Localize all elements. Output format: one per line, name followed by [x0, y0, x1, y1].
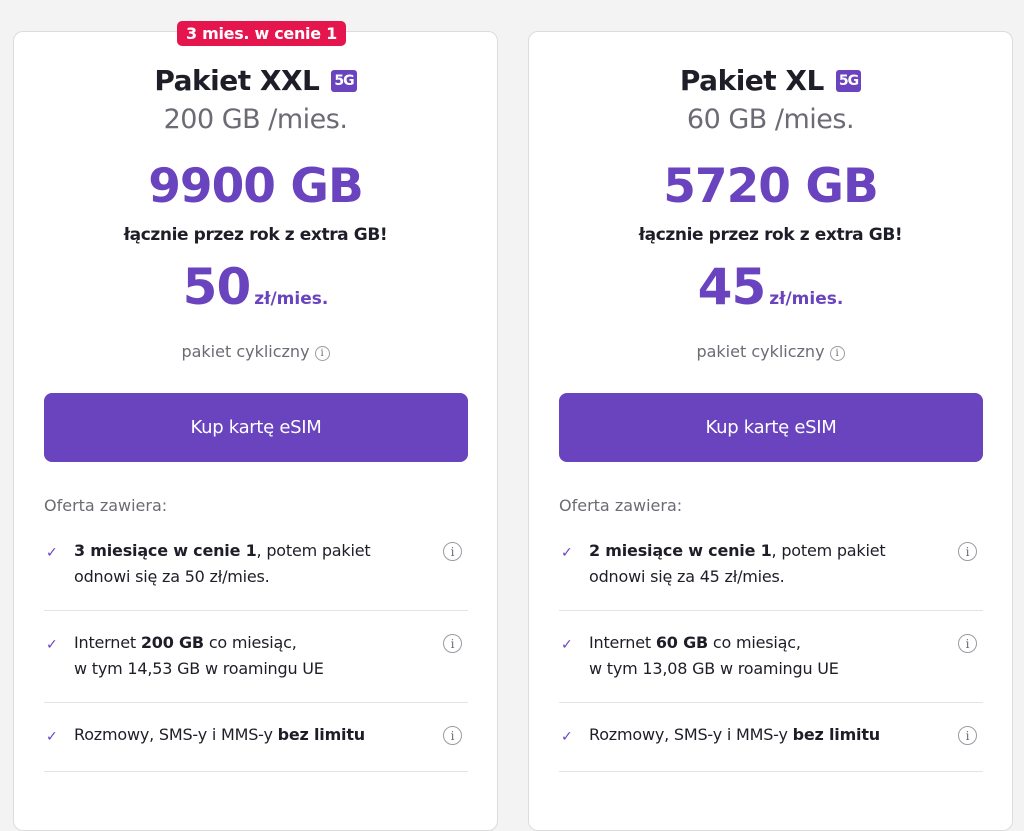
plan-card: Pakiet XL 5G 60 GB /mies. 5720 GB łącznie pr…	[528, 31, 1013, 831]
check-icon: ✓	[561, 637, 573, 653]
price-value: 50	[182, 258, 252, 316]
feature-text-part: Internet	[74, 633, 141, 652]
feature-text-part: bez limitu	[792, 725, 881, 744]
feature-text-part: Rozmowy, SMS-y i MMS-y	[74, 725, 278, 744]
feature-text: 2 miesiące w cenie 1, potem pakiet odnow…	[589, 541, 886, 586]
feature-text: 3 miesiące w cenie 1, potem pakiet odnow…	[74, 541, 371, 586]
info-icon[interactable]: i	[443, 634, 462, 653]
plan-name: Pakiet XL	[679, 64, 824, 97]
feature-text-part: Rozmowy, SMS-y i MMS-y	[589, 725, 793, 744]
feature-item: ✓ 3 miesiące w cenie 1, potem pakiet odno…	[44, 528, 468, 611]
feature-item: ✓ Internet 60 GB co miesiąc, w tym 13,08 …	[559, 611, 983, 703]
feature-text: Internet 60 GB co miesiąc, w tym 13,08 G…	[589, 633, 839, 678]
check-icon: ✓	[561, 545, 573, 561]
feature-text: Internet 200 GB co miesiąc, w tym 14,53 …	[74, 633, 324, 678]
info-icon[interactable]: i	[958, 634, 977, 653]
feature-text-part: co miesiąc, w tym 14,53 GB w roamingu UE	[74, 633, 324, 678]
check-icon: ✓	[46, 545, 58, 561]
price-unit: zł/mies.	[254, 289, 329, 309]
info-icon[interactable]: i	[443, 726, 462, 745]
5g-icon: 5G	[331, 70, 357, 92]
feature-text-part: 3 miesiące w cenie 1	[74, 541, 257, 560]
plan-price: 50 zł/mies.	[14, 258, 497, 316]
feature-text-part: Internet	[589, 633, 656, 652]
plan-price: 45 zł/mies.	[529, 258, 1012, 316]
cycle-label: pakiet cykliczny i	[14, 342, 497, 361]
feature-text: Rozmowy, SMS-y i MMS-y bez limitu	[74, 725, 365, 744]
buy-esim-button[interactable]: Kup kartę eSIM	[559, 393, 983, 462]
feature-text-part: , potem pakiet odnowi się za 50 zł/mies.	[74, 541, 371, 586]
feature-text-part: bez limitu	[277, 725, 366, 744]
feature-item: ✓ Internet 200 GB co miesiąc, w tym 14,53…	[44, 611, 468, 703]
info-icon[interactable]: i	[829, 346, 845, 361]
feature-item: ✓ 2 miesiące w cenie 1, potem pakiet odno…	[559, 528, 983, 611]
plan-card: 3 mies. w cenie 1 Pakiet XXL 5G 200 GB /mie…	[13, 21, 498, 831]
info-icon[interactable]: i	[958, 726, 977, 745]
feature-item: ✓ Rozmowy, SMS-y i MMS-y bez limitu i	[559, 703, 983, 772]
feature-text-part: 60 GB	[655, 633, 708, 652]
check-icon: ✓	[46, 637, 58, 653]
plan-tagline: łącznie przez rok z extra GB!	[123, 225, 388, 245]
feature-list: ✓ 3 miesiące w cenie 1, potem pakiet odno…	[44, 528, 468, 772]
feature-text-part: , potem pakiet odnowi się za 45 zł/mies.	[589, 541, 886, 586]
info-icon[interactable]: i	[443, 542, 462, 561]
plan-title: Pakiet XXL 5G	[14, 64, 497, 97]
offer-label: Oferta zawiera:	[44, 496, 168, 515]
check-icon: ✓	[46, 729, 58, 745]
plan-total-data: 5720 GB	[663, 159, 879, 214]
feature-text-part: co miesiąc, w tym 13,08 GB w roamingu UE	[589, 633, 839, 678]
feature-list: ✓ 2 miesiące w cenie 1, potem pakiet odno…	[559, 528, 983, 772]
cycle-text: pakiet cykliczny	[181, 342, 310, 361]
cycle-text: pakiet cykliczny	[696, 342, 825, 361]
check-icon: ✓	[561, 729, 573, 745]
plan-total-data: 9900 GB	[148, 159, 364, 214]
plan-name: Pakiet XXL	[154, 64, 320, 97]
feature-text-part: 200 GB	[140, 633, 204, 652]
plan-data-monthly: 60 GB /mies.	[686, 104, 855, 135]
plan-tagline: łącznie przez rok z extra GB!	[638, 225, 903, 245]
promo-badge: 3 mies. w cenie 1	[177, 21, 346, 46]
feature-item: ✓ Rozmowy, SMS-y i MMS-y bez limitu i	[44, 703, 468, 772]
offer-label: Oferta zawiera:	[559, 496, 683, 515]
buy-esim-button[interactable]: Kup kartę eSIM	[44, 393, 468, 462]
price-unit: zł/mies.	[769, 289, 844, 309]
cycle-label: pakiet cykliczny i	[529, 342, 1012, 361]
price-value: 45	[697, 258, 767, 316]
info-icon[interactable]: i	[958, 542, 977, 561]
info-icon[interactable]: i	[314, 346, 330, 361]
5g-icon: 5G	[835, 70, 862, 92]
feature-text: Rozmowy, SMS-y i MMS-y bez limitu	[589, 725, 880, 744]
plan-title: Pakiet XL 5G	[529, 64, 1012, 97]
feature-text-part: 2 miesiące w cenie 1	[589, 541, 772, 560]
plan-data-monthly: 200 GB /mies.	[163, 104, 348, 135]
